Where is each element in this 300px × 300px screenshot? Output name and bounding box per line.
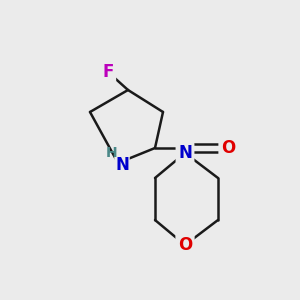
- Text: N: N: [178, 144, 192, 162]
- Text: O: O: [178, 236, 192, 254]
- Text: O: O: [221, 139, 235, 157]
- Text: N: N: [115, 156, 129, 174]
- Text: F: F: [102, 63, 114, 81]
- Text: H: H: [106, 146, 118, 160]
